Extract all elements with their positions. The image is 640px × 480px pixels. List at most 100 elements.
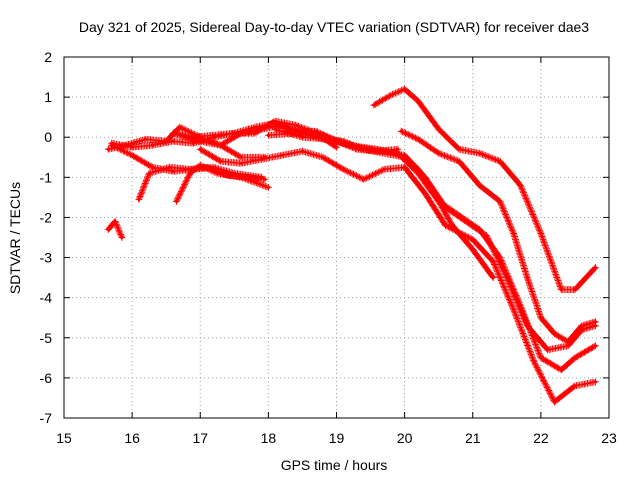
y-tick-labels: 2 1 0 -1 -2 -3 -4 -5 -6 -7 xyxy=(40,49,53,426)
data-point xyxy=(280,153,284,157)
data-point xyxy=(355,145,359,149)
x-tick-label: 22 xyxy=(533,430,549,446)
data-point xyxy=(539,316,543,320)
data-point xyxy=(259,127,264,131)
data-point xyxy=(106,227,110,232)
x-tick-label: 18 xyxy=(261,430,277,446)
data-point xyxy=(382,149,386,153)
data-point xyxy=(491,259,495,264)
data-point xyxy=(484,233,488,238)
data-point xyxy=(341,167,345,171)
data-point xyxy=(106,147,110,151)
data-point xyxy=(403,153,407,157)
data-point xyxy=(505,276,509,280)
series-track-k xyxy=(271,125,599,354)
data-point xyxy=(294,123,298,127)
series-layer xyxy=(104,85,599,406)
data-point xyxy=(525,276,529,280)
data-point xyxy=(416,137,420,141)
data-point xyxy=(130,153,134,157)
data-point xyxy=(593,380,597,384)
data-point xyxy=(457,159,461,163)
data-point xyxy=(573,356,577,360)
data-point xyxy=(512,308,516,312)
data-point xyxy=(389,93,393,97)
data-point xyxy=(362,177,366,181)
data-point xyxy=(198,163,202,167)
data-point xyxy=(113,219,117,224)
data-point xyxy=(518,183,523,187)
data-point xyxy=(457,147,461,151)
data-point xyxy=(239,155,243,159)
series-track-l xyxy=(370,85,599,294)
data-point xyxy=(120,235,124,240)
x-tick-labels: 15 16 17 18 19 20 21 22 23 xyxy=(56,430,617,446)
data-point xyxy=(539,356,543,360)
data-point xyxy=(403,87,407,91)
data-point xyxy=(593,265,597,270)
data-point xyxy=(512,231,516,236)
y-tick-label: -6 xyxy=(40,370,53,386)
data-point xyxy=(566,340,570,344)
data-point xyxy=(593,344,597,348)
data-point xyxy=(546,348,550,352)
data-point xyxy=(437,127,441,131)
data-point xyxy=(477,151,482,155)
y-tick-label: 2 xyxy=(44,49,52,65)
data-point xyxy=(144,137,148,141)
series-track-i xyxy=(196,145,599,406)
data-point xyxy=(219,159,223,163)
data-point xyxy=(552,332,557,336)
data-point xyxy=(423,175,427,179)
y-axis-label: SDTVAR / TECUs xyxy=(7,182,23,294)
data-point xyxy=(334,145,339,149)
data-point xyxy=(471,247,475,252)
data-point xyxy=(559,368,563,372)
data-point xyxy=(443,205,448,210)
data-point xyxy=(498,199,502,203)
data-point xyxy=(443,223,448,228)
data-point xyxy=(471,237,475,242)
data-point xyxy=(167,165,172,169)
data-point xyxy=(232,131,236,135)
data-point xyxy=(263,177,267,181)
series-track-d xyxy=(135,163,269,203)
data-point xyxy=(212,135,216,139)
data-point xyxy=(219,143,223,147)
x-tick-label: 15 xyxy=(56,430,72,446)
data-point xyxy=(573,288,577,292)
data-point xyxy=(423,191,427,195)
data-point xyxy=(171,139,175,143)
data-point xyxy=(559,288,563,292)
data-point xyxy=(573,384,577,388)
data-point xyxy=(174,199,179,203)
data-point xyxy=(403,165,407,169)
data-point xyxy=(552,400,557,404)
data-point xyxy=(382,167,386,171)
x-tick-label: 19 xyxy=(329,430,345,446)
data-point xyxy=(593,320,597,324)
chart-title: Day 321 of 2025, Sidereal Day-to-day VTE… xyxy=(79,19,589,35)
data-point xyxy=(464,219,468,224)
y-tick-label: -7 xyxy=(40,410,53,426)
data-point xyxy=(188,171,192,175)
x-tick-label: 17 xyxy=(192,430,208,446)
data-point xyxy=(137,197,141,201)
data-point xyxy=(300,149,305,153)
data-point xyxy=(178,125,182,129)
data-point xyxy=(525,324,529,328)
y-tick-label: -1 xyxy=(40,169,53,185)
data-point xyxy=(215,171,219,175)
data-point xyxy=(110,141,114,145)
y-tick-label: 1 xyxy=(44,89,52,105)
ticks xyxy=(63,56,610,419)
data-point xyxy=(198,147,202,151)
data-point xyxy=(437,151,441,155)
y-tick-label: -4 xyxy=(40,290,53,306)
data-point xyxy=(399,129,403,133)
y-tick-label: -5 xyxy=(40,330,53,346)
data-point xyxy=(273,127,277,131)
data-point xyxy=(259,157,264,161)
data-point xyxy=(321,155,325,159)
